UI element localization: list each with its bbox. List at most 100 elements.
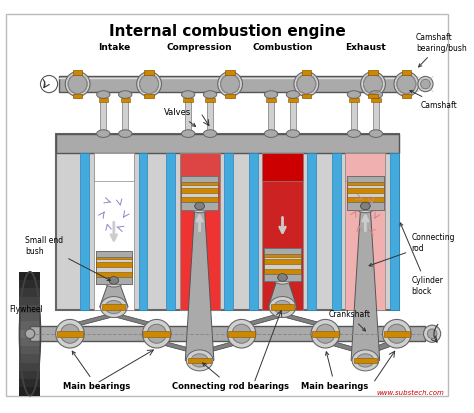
Ellipse shape: [264, 130, 278, 138]
Bar: [307, 153, 316, 310]
Bar: [346, 153, 385, 310]
Ellipse shape: [361, 202, 370, 210]
Ellipse shape: [418, 76, 433, 92]
Ellipse shape: [56, 319, 84, 348]
Bar: [185, 97, 191, 133]
Ellipse shape: [203, 91, 217, 98]
Bar: [19, 354, 40, 363]
Bar: [96, 255, 132, 259]
Bar: [57, 331, 83, 337]
Ellipse shape: [347, 91, 361, 98]
Ellipse shape: [383, 319, 411, 348]
Bar: [347, 202, 383, 210]
Bar: [19, 379, 40, 388]
Bar: [264, 269, 301, 274]
Bar: [401, 70, 411, 74]
Ellipse shape: [97, 130, 110, 138]
Ellipse shape: [220, 74, 240, 94]
Ellipse shape: [286, 130, 300, 138]
Text: Internal combustion engine: Internal combustion engine: [109, 24, 346, 39]
Bar: [96, 277, 132, 284]
Bar: [59, 76, 401, 92]
Bar: [225, 70, 235, 74]
Bar: [368, 94, 378, 98]
Bar: [383, 331, 410, 337]
Bar: [182, 202, 218, 210]
Ellipse shape: [109, 277, 118, 284]
Bar: [19, 330, 40, 338]
Bar: [401, 94, 411, 98]
Bar: [96, 251, 132, 256]
Ellipse shape: [182, 91, 195, 98]
Bar: [143, 331, 170, 337]
Bar: [182, 180, 218, 185]
Text: Intake: Intake: [98, 43, 130, 52]
Bar: [166, 153, 175, 310]
Polygon shape: [106, 315, 164, 326]
Bar: [225, 94, 235, 98]
Ellipse shape: [297, 74, 316, 94]
Bar: [264, 274, 301, 281]
Ellipse shape: [65, 72, 90, 97]
Ellipse shape: [100, 297, 127, 318]
Ellipse shape: [357, 354, 374, 367]
Ellipse shape: [182, 130, 195, 138]
Ellipse shape: [203, 130, 217, 138]
Bar: [99, 98, 108, 102]
Ellipse shape: [232, 324, 251, 343]
Ellipse shape: [186, 350, 213, 371]
Bar: [19, 280, 40, 289]
Ellipse shape: [394, 72, 419, 97]
Bar: [180, 153, 219, 310]
Bar: [207, 97, 213, 133]
Bar: [288, 98, 298, 102]
Ellipse shape: [137, 72, 162, 97]
Ellipse shape: [397, 74, 416, 94]
Ellipse shape: [361, 72, 385, 97]
Ellipse shape: [139, 74, 159, 94]
Bar: [122, 97, 128, 133]
Polygon shape: [185, 206, 214, 361]
Bar: [347, 197, 383, 202]
Ellipse shape: [189, 199, 210, 213]
Bar: [249, 153, 258, 310]
Ellipse shape: [195, 203, 204, 209]
Text: Compression: Compression: [167, 43, 232, 52]
Bar: [205, 98, 215, 102]
Bar: [263, 153, 302, 181]
Polygon shape: [100, 280, 128, 307]
Ellipse shape: [274, 300, 291, 314]
Bar: [332, 153, 341, 310]
Ellipse shape: [364, 74, 383, 94]
Text: www.substech.com: www.substech.com: [377, 389, 445, 396]
Ellipse shape: [352, 350, 379, 371]
Bar: [120, 98, 130, 102]
Bar: [19, 313, 40, 322]
Ellipse shape: [428, 329, 437, 339]
Bar: [19, 305, 40, 313]
Bar: [19, 288, 40, 297]
Text: Cylinder
block: Cylinder block: [400, 223, 443, 296]
Text: Flywheel: Flywheel: [9, 305, 43, 314]
Bar: [347, 176, 383, 182]
Ellipse shape: [269, 297, 296, 318]
Bar: [268, 97, 274, 133]
Bar: [100, 97, 106, 133]
Ellipse shape: [218, 72, 243, 97]
Polygon shape: [351, 206, 380, 361]
Ellipse shape: [347, 130, 361, 138]
Bar: [19, 371, 40, 380]
Bar: [96, 272, 132, 277]
Ellipse shape: [369, 130, 383, 138]
Text: Exhaust: Exhaust: [345, 43, 386, 52]
Text: Crankshaft: Crankshaft: [328, 310, 370, 331]
Ellipse shape: [355, 199, 376, 213]
Bar: [264, 248, 301, 281]
Bar: [373, 97, 379, 133]
Ellipse shape: [424, 325, 441, 342]
Bar: [73, 70, 82, 74]
Text: Camshaft
bearing/bush: Camshaft bearing/bush: [416, 33, 467, 67]
Text: Small end
bush: Small end bush: [25, 236, 110, 280]
Bar: [228, 331, 255, 337]
Ellipse shape: [109, 277, 118, 284]
